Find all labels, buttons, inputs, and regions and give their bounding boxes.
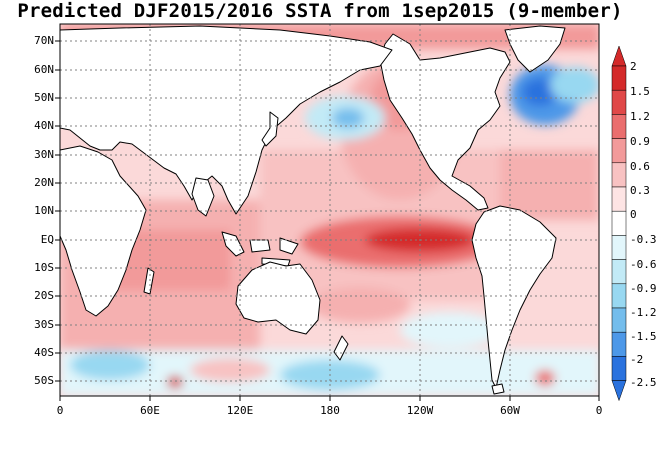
lon-label-180: 180 bbox=[320, 404, 340, 417]
lon-label-60w: 60W bbox=[500, 404, 520, 417]
colorbar-label: -2.5 bbox=[630, 376, 657, 389]
greenland-landmass bbox=[504, 25, 566, 73]
lat-label-20s: 20S bbox=[34, 289, 54, 302]
eurasia-landmass bbox=[59, 25, 393, 215]
lat-label-50n: 50N bbox=[34, 91, 54, 104]
colorbar-label: 1.5 bbox=[630, 85, 650, 98]
colorbar-segment bbox=[611, 307, 627, 333]
colorbar-label: 1.2 bbox=[630, 110, 650, 123]
australia-landmass bbox=[235, 261, 321, 335]
continents bbox=[59, 25, 566, 395]
lat-label-40n: 40N bbox=[34, 119, 54, 132]
colorbar-segment bbox=[611, 138, 627, 164]
colorbar-label: -1.2 bbox=[630, 306, 657, 319]
colorbar-label: 0.3 bbox=[630, 184, 650, 197]
north-america-landmass bbox=[379, 33, 511, 211]
lon-label-60e: 60E bbox=[140, 404, 160, 417]
colorbar-segment bbox=[611, 331, 627, 357]
lat-label-20n: 20N bbox=[34, 176, 54, 189]
colorbar-segment bbox=[611, 210, 627, 236]
tierra-del-fuego bbox=[491, 383, 505, 395]
colorbar-label: 0.6 bbox=[630, 160, 650, 173]
colorbar-bottom-triangle bbox=[611, 380, 627, 402]
lat-label-60n: 60N bbox=[34, 63, 54, 76]
africa-landmass bbox=[59, 145, 147, 317]
india-peninsula bbox=[191, 177, 215, 217]
colorbar-segment bbox=[611, 186, 627, 212]
lat-label-eq: EQ bbox=[40, 233, 54, 246]
japan-islands bbox=[261, 111, 279, 147]
colorbar-label: 2 bbox=[630, 60, 637, 73]
colorbar bbox=[611, 45, 627, 402]
colorbar-label: -0.6 bbox=[630, 258, 657, 271]
colorbar-label: 0.9 bbox=[630, 135, 650, 148]
colorbar-label: -0.3 bbox=[630, 233, 657, 246]
colorbar-segment bbox=[611, 89, 627, 115]
lat-label-10n: 10N bbox=[34, 204, 54, 217]
colorbar-label: -2 bbox=[630, 353, 644, 366]
colorbar-segment bbox=[611, 162, 627, 188]
graticule bbox=[60, 24, 599, 396]
colorbar-label: -1.5 bbox=[630, 330, 657, 343]
axis-ticks bbox=[55, 40, 600, 401]
colorbar-label: 0 bbox=[630, 208, 637, 221]
south-america-landmass bbox=[471, 205, 557, 389]
lat-label-50s: 50S bbox=[34, 374, 54, 387]
colorbar-segment bbox=[611, 235, 627, 260]
new-zealand-islands bbox=[333, 335, 349, 361]
colorbar-label: -0.9 bbox=[630, 282, 657, 295]
lat-label-30s: 30S bbox=[34, 318, 54, 331]
lon-label-120w: 120W bbox=[406, 404, 434, 417]
lat-label-30n: 30N bbox=[34, 148, 54, 161]
lat-label-40s: 40S bbox=[34, 346, 54, 359]
lon-label-120e: 120E bbox=[226, 404, 254, 417]
colorbar-segment bbox=[611, 114, 627, 139]
map-title: Predicted DJF2015/2016 SSTA from 1sep201… bbox=[17, 0, 623, 22]
colorbar-segment bbox=[611, 259, 627, 285]
colorbar-segment bbox=[611, 356, 627, 381]
colorbar-segment bbox=[611, 65, 627, 91]
lon-label-0-west-edge: 0 bbox=[56, 404, 64, 417]
lat-label-70n: 70N bbox=[34, 34, 54, 47]
colorbar-top-triangle bbox=[611, 45, 627, 67]
colorbar-segment bbox=[611, 283, 627, 309]
lon-label-0-east-edge: 0 bbox=[595, 404, 603, 417]
lat-label-10s: 10S bbox=[34, 261, 54, 274]
